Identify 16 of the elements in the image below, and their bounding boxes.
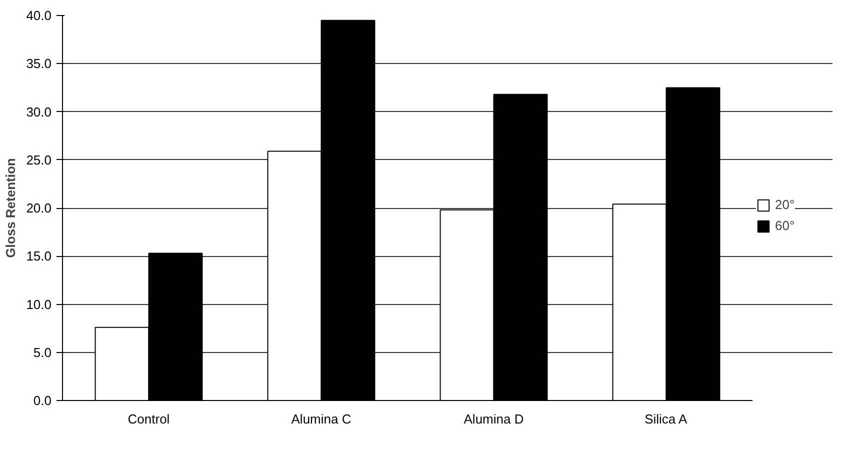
legend-label: 60° [775,218,795,233]
x-tick-label: Control [128,412,170,426]
x-tick-label: Alumina D [464,412,524,426]
y-tick-label: 5.0 [33,344,52,360]
y-tick-label: 20.0 [26,200,52,216]
x-tick-label: Silica A [644,412,688,426]
y-tick-label: 40.0 [26,8,52,23]
y-tick-label: 35.0 [26,56,52,72]
x-tick-label: Alumina C [291,412,352,426]
y-axis-title: Gloss Retention [3,158,18,258]
y-tick-label: 10.0 [26,296,52,312]
y-tick-label: 30.0 [26,104,52,120]
legend-label: 20° [775,197,795,212]
y-tick-label: 0.0 [33,393,52,408]
y-tick-label: 25.0 [26,152,52,168]
y-tick-label: 15.0 [26,248,52,264]
